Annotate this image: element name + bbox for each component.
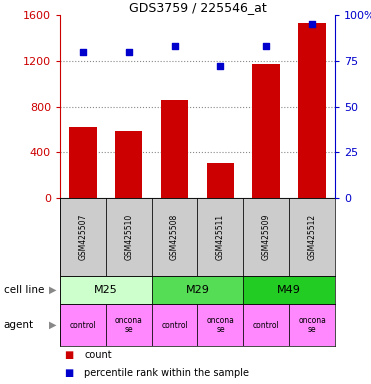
Bar xyxy=(106,198,152,276)
Text: GSM425512: GSM425512 xyxy=(308,214,316,260)
Bar xyxy=(197,304,243,346)
Bar xyxy=(106,304,152,346)
Text: count: count xyxy=(84,350,112,361)
Bar xyxy=(207,162,234,198)
Bar xyxy=(152,304,197,346)
Bar xyxy=(243,198,289,276)
Bar xyxy=(243,276,335,304)
Text: GSM425511: GSM425511 xyxy=(216,214,225,260)
Text: M49: M49 xyxy=(277,285,301,295)
Text: agent: agent xyxy=(4,320,34,330)
Text: GSM425507: GSM425507 xyxy=(78,214,88,260)
Bar xyxy=(289,198,335,276)
Bar xyxy=(253,64,280,198)
Text: M29: M29 xyxy=(186,285,210,295)
Text: ▶: ▶ xyxy=(49,285,56,295)
Bar xyxy=(298,23,326,198)
Point xyxy=(172,43,178,50)
Bar xyxy=(161,100,188,198)
Text: cell line: cell line xyxy=(4,285,44,295)
Bar xyxy=(197,198,243,276)
Text: GSM425508: GSM425508 xyxy=(170,214,179,260)
Text: GSM425510: GSM425510 xyxy=(124,214,133,260)
Text: oncona
se: oncona se xyxy=(298,316,326,334)
Text: control: control xyxy=(161,321,188,329)
Bar xyxy=(152,276,243,304)
Point xyxy=(80,49,86,55)
Point xyxy=(309,22,315,28)
Text: M25: M25 xyxy=(94,285,118,295)
Bar xyxy=(152,198,197,276)
Title: GDS3759 / 225546_at: GDS3759 / 225546_at xyxy=(129,1,266,14)
Text: GSM425509: GSM425509 xyxy=(262,214,271,260)
Text: ▶: ▶ xyxy=(49,320,56,330)
Text: control: control xyxy=(69,321,96,329)
Bar xyxy=(60,304,106,346)
Bar xyxy=(60,276,152,304)
Point xyxy=(217,63,223,70)
Bar xyxy=(243,304,289,346)
Point xyxy=(263,43,269,50)
Bar xyxy=(115,131,142,198)
Text: percentile rank within the sample: percentile rank within the sample xyxy=(84,368,249,378)
Point xyxy=(126,49,132,55)
Bar xyxy=(69,127,97,198)
Text: ■: ■ xyxy=(64,368,73,378)
Text: control: control xyxy=(253,321,280,329)
Text: oncona
se: oncona se xyxy=(207,316,234,334)
Bar xyxy=(60,198,106,276)
Text: ■: ■ xyxy=(64,350,73,361)
Text: oncona
se: oncona se xyxy=(115,316,143,334)
Bar xyxy=(289,304,335,346)
